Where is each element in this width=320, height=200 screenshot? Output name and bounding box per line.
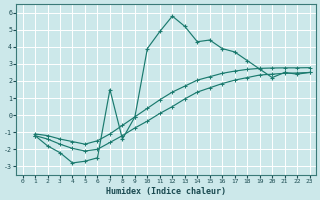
X-axis label: Humidex (Indice chaleur): Humidex (Indice chaleur) <box>106 187 226 196</box>
